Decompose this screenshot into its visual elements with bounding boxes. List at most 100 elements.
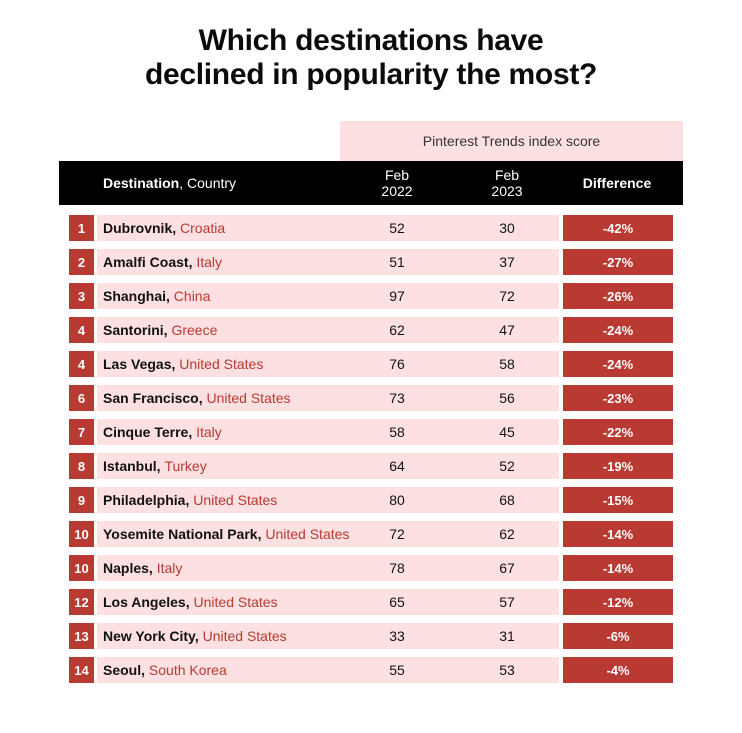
column-header-feb-2022-year: 2022: [381, 183, 413, 199]
value-feb-2023: 31: [499, 628, 515, 644]
rank-badge: 6: [69, 385, 94, 411]
table-row: 9 Philadelphia, United States 80 68 -15%: [69, 487, 673, 513]
destination-city: San Francisco: [103, 390, 199, 406]
destination-city: Shanghai: [103, 288, 167, 304]
destination-cell: Shanghai, China: [103, 283, 210, 309]
destination-city: Philadelphia: [103, 492, 186, 508]
destination-cell: Yosemite National Park, United States: [103, 521, 349, 547]
difference-badge: -24%: [563, 317, 673, 343]
destination-separator: ,: [141, 662, 149, 678]
destination-cell: Los Angeles, United States: [103, 589, 278, 615]
rank-badge: 10: [69, 555, 94, 581]
destination-country: Croatia: [180, 220, 226, 236]
chart-title-line-1: Which destinations have: [198, 24, 544, 57]
destination-city: New York City: [103, 628, 195, 644]
destination-separator: ,: [166, 288, 174, 304]
value-feb-2023: 52: [499, 458, 515, 474]
destination-city: Dubrovnik: [103, 220, 173, 236]
rank-badge: 8: [69, 453, 94, 479]
destination-country: China: [173, 288, 211, 304]
destination-separator: ,: [185, 492, 194, 508]
destination-cell: San Francisco, United States: [103, 385, 291, 411]
value-feb-2023: 45: [499, 424, 515, 440]
table-header: Destination, Country Feb 2022 Feb 2023 D…: [59, 161, 683, 205]
value-feb-2022: 80: [389, 492, 405, 508]
row-band: [97, 623, 559, 649]
destination-country: United States: [265, 526, 350, 542]
destination-cell: Amalfi Coast, Italy: [103, 249, 222, 275]
value-feb-2022: 33: [389, 628, 405, 644]
destination-separator: ,: [163, 322, 172, 338]
value-feb-2023: 58: [499, 356, 515, 372]
destination-country: South Korea: [148, 662, 227, 678]
destination-cell: Las Vegas, United States: [103, 351, 263, 377]
destination-city: Yosemite National Park: [103, 526, 258, 542]
table-row: 3 Shanghai, China 97 72 -26%: [69, 283, 673, 309]
destination-city: Las Vegas: [103, 356, 172, 372]
destination-city: Amalfi Coast: [103, 254, 189, 270]
difference-badge: -26%: [563, 283, 673, 309]
column-header-feb-2023: Feb 2023: [479, 161, 535, 205]
row-band: [97, 555, 559, 581]
destination-separator: ,: [172, 220, 181, 236]
value-feb-2023: 56: [499, 390, 515, 406]
destination-cell: Philadelphia, United States: [103, 487, 277, 513]
chart-title: Which destinations have declined in popu…: [0, 24, 742, 92]
value-feb-2023: 68: [499, 492, 515, 508]
value-feb-2023: 67: [499, 560, 515, 576]
value-feb-2022: 64: [389, 458, 405, 474]
chart-title-line-2: declined in popularity the most?: [144, 58, 598, 91]
table-row: 8 Istanbul, Turkey 64 52 -19%: [69, 453, 673, 479]
rank-badge: 4: [69, 317, 94, 343]
destination-separator: ,: [171, 356, 180, 372]
group-header-label: Pinterest Trends index score: [422, 133, 601, 149]
value-feb-2023: 57: [499, 594, 515, 610]
row-band: [97, 249, 559, 275]
value-feb-2022: 55: [389, 662, 405, 678]
value-feb-2022: 97: [389, 288, 405, 304]
difference-badge: -12%: [563, 589, 673, 615]
column-header-feb-2022-month: Feb: [384, 167, 410, 183]
row-band: [97, 589, 559, 615]
destination-separator: ,: [185, 594, 194, 610]
value-feb-2022: 73: [389, 390, 405, 406]
value-feb-2023: 47: [499, 322, 515, 338]
row-band: [97, 283, 559, 309]
rank-badge: 7: [69, 419, 94, 445]
value-feb-2023: 53: [499, 662, 515, 678]
column-header-feb-2022: Feb 2022: [369, 161, 425, 205]
row-band: [97, 657, 559, 683]
group-header: Pinterest Trends index score: [340, 121, 683, 161]
value-feb-2023: 30: [499, 220, 515, 236]
row-band: [97, 385, 559, 411]
row-band: [97, 453, 559, 479]
table-row: 10 Yosemite National Park, United States 7…: [69, 521, 673, 547]
value-feb-2023: 72: [499, 288, 515, 304]
destination-separator: ,: [188, 424, 197, 440]
row-band: [97, 521, 559, 547]
destination-separator: ,: [257, 526, 266, 542]
column-header-destination: Destination, Country: [103, 161, 236, 205]
row-band: [97, 419, 559, 445]
destination-country: United States: [179, 356, 264, 372]
column-header-destination-bold: Destination: [103, 175, 180, 191]
difference-badge: -15%: [563, 487, 673, 513]
rank-badge: 14: [69, 657, 94, 683]
column-header-feb-2023-year: 2023: [491, 183, 523, 199]
table-row: 14 Seoul, South Korea 55 53 -4%: [69, 657, 673, 683]
destination-cell: Dubrovnik, Croatia: [103, 215, 225, 241]
column-header-difference: Difference: [582, 175, 652, 191]
destination-country: United States: [206, 390, 291, 406]
destination-separator: ,: [198, 390, 207, 406]
destination-city: Santorini: [103, 322, 164, 338]
row-band: [97, 215, 559, 241]
rank-badge: 9: [69, 487, 94, 513]
table-row: 6 San Francisco, United States 73 56 -23%: [69, 385, 673, 411]
rank-badge: 3: [69, 283, 94, 309]
row-band: [97, 351, 559, 377]
value-feb-2022: 51: [389, 254, 405, 270]
rank-badge: 4: [69, 351, 94, 377]
table-row: 4 Las Vegas, United States 76 58 -24%: [69, 351, 673, 377]
value-feb-2022: 62: [389, 322, 405, 338]
destination-separator: ,: [148, 560, 157, 576]
